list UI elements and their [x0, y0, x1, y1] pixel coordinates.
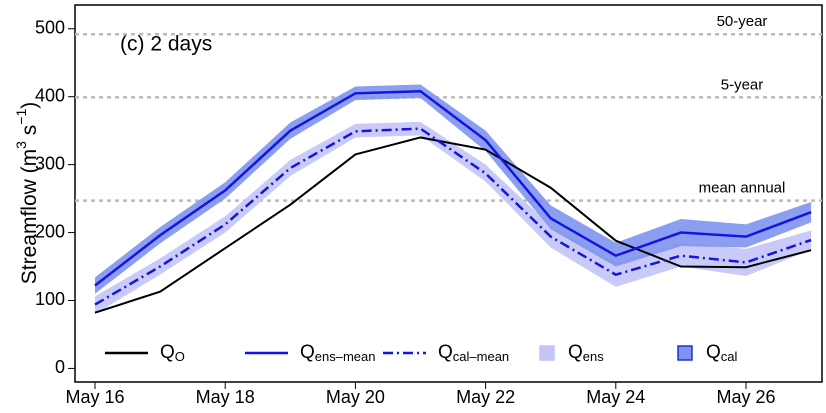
legend-label: Qcal–mean [438, 342, 509, 364]
y-tick-label: 0 [55, 357, 65, 377]
legend-sub: O [175, 349, 185, 364]
y-label-part: ) [18, 102, 41, 109]
legend-label: Qcal [706, 342, 738, 364]
y-label-part: Streamflow (m [18, 149, 41, 284]
y-tick-label: 300 [35, 153, 65, 173]
legend-name: Q [568, 342, 583, 363]
x-tick-label: May 20 [326, 387, 385, 407]
legend-name: Q [706, 342, 721, 363]
legend-label: Qens [568, 342, 604, 364]
legend-name: Q [438, 342, 453, 363]
band [95, 84, 812, 294]
reference-label: 5-year [721, 76, 764, 93]
x-tick-label: May 22 [456, 387, 515, 407]
legend-label: QO [160, 342, 185, 364]
legend-sub: ens–mean [315, 349, 376, 364]
y-tick-label: 400 [35, 85, 65, 105]
legend-swatch [677, 345, 693, 361]
y-label-part: s [18, 125, 41, 141]
legend-name: Q [160, 342, 175, 363]
x-tick-label: May 16 [65, 387, 124, 407]
x-tick-label: May 26 [716, 387, 775, 407]
y-label-sup: −1 [13, 109, 29, 125]
y-tick-label: 100 [35, 289, 65, 309]
y-tick-label: 500 [35, 18, 65, 38]
y-axis-label: Streamflow (m3 s−1) [13, 102, 41, 284]
legend-sub: cal–mean [453, 349, 509, 364]
panel-label: (c) 2 days [120, 33, 212, 56]
y-tick-label: 200 [35, 221, 65, 241]
series-line [94, 90, 812, 287]
plot-frame [74, 4, 823, 383]
legend-sub: ens [583, 349, 604, 364]
legend-label: Qens–mean [300, 342, 376, 364]
y-label-sup: 3 [13, 141, 29, 149]
legend-name: Q [300, 342, 315, 363]
legend-sub: cal [721, 349, 738, 364]
x-tick-label: May 24 [586, 387, 645, 407]
band [95, 121, 812, 315]
reference-label: mean annual [699, 180, 786, 197]
series-line [94, 136, 812, 314]
x-tick-label: May 18 [196, 387, 255, 407]
reference-label: 50-year [717, 13, 768, 30]
legend-swatch [539, 345, 555, 361]
series-line [94, 127, 812, 306]
